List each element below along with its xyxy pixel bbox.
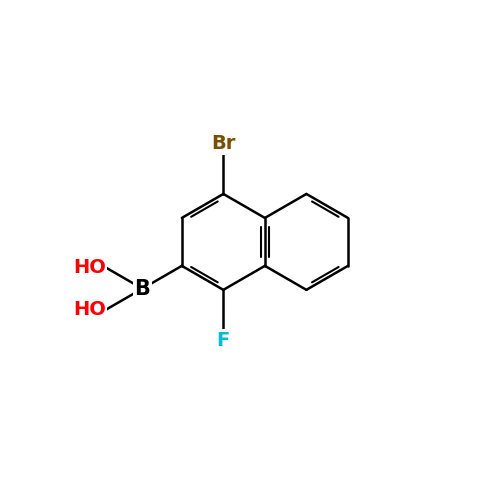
Text: Br: Br: [211, 134, 236, 153]
Text: F: F: [217, 331, 230, 350]
Text: B: B: [135, 279, 150, 298]
Text: HO: HO: [73, 300, 106, 319]
Text: HO: HO: [73, 258, 106, 277]
